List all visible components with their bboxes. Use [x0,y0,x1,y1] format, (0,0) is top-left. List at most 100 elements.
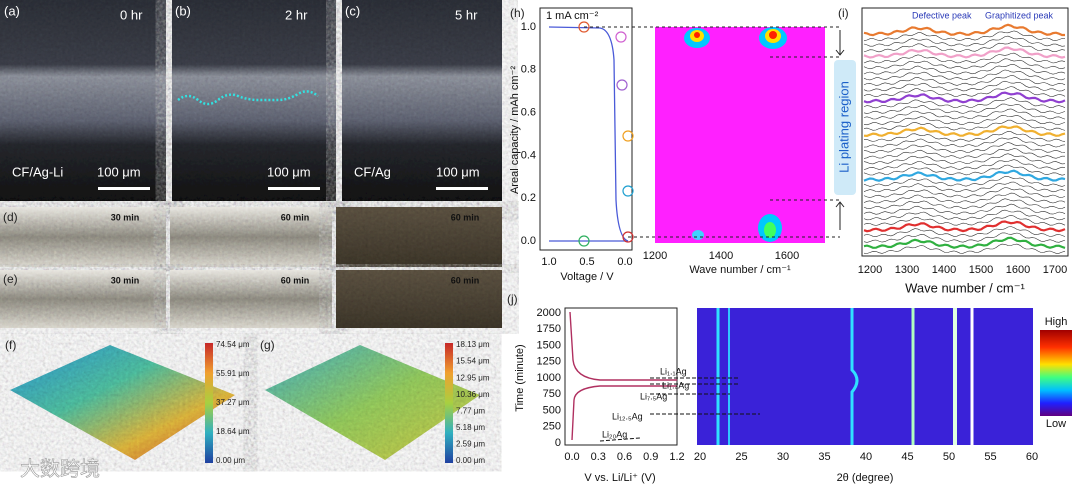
x-tick-label: 0.5 [579,256,594,268]
phase-label: Li₁.₁Ag [660,366,687,376]
panel-label: (j) [507,292,518,306]
xrd-map [697,308,1033,445]
x-tick-label: 1600 [775,250,799,262]
colorbar-label: 5.18 μm [456,423,485,432]
axes-frame [539,7,633,251]
x-tick-label: 0.3 [591,451,606,463]
y-tick-label: 1250 [537,356,561,368]
spectrum [863,142,1066,154]
raman-map [655,27,825,243]
strip [0,270,166,328]
phase-label: Li₂₀Ag [602,429,627,439]
x-axis-label: Wave number / cm⁻¹ [905,280,1025,295]
panel-label: (h) [510,6,525,20]
panel-label: (e) [3,272,18,286]
x-tick-label: 30 [777,451,789,463]
panel-label: (a) [4,3,20,18]
phase-label: Li₁.₄Ag [662,380,689,390]
spectrum [863,108,1066,120]
spectrum [863,169,1066,182]
colorbar-label: Low [1046,418,1066,430]
micrograph-c [342,0,502,201]
spectrum [863,148,1065,159]
interface-line [177,90,319,106]
x-tick-label: 0.6 [617,451,632,463]
x-tick-label: 55 [984,451,996,463]
strip [336,270,502,328]
axes-frame [861,7,1069,257]
topography: (f) (g) [5,338,480,463]
spectrum [863,23,1065,37]
x-tick-label: 60 [1026,451,1038,463]
scale-bar [268,187,320,190]
colorbar-label: 15.54 μm [456,357,490,366]
spectrum [863,232,1066,243]
spectrum [863,236,1066,249]
scale-label: 100 μm [436,164,480,179]
x-tick-label: 1200 [858,264,882,276]
spectrum [863,226,1066,238]
scale-label: 100 μm [97,164,141,179]
guide-lines [584,26,840,238]
y-tick-label: 750 [543,388,561,400]
x-tick-label: 50 [943,451,955,463]
panel-label: (c) [345,3,360,18]
x-tick-label: 1.0 [541,256,556,268]
x-tick-label: 45 [901,451,913,463]
colorbar-f [205,343,213,463]
spectrum [863,75,1066,86]
colorbar-label: High [1045,316,1068,328]
x-axis-label: 2θ (degree) [837,472,894,484]
surface-f [10,345,235,460]
spectrum [863,86,1066,98]
spectrum [863,41,1066,53]
axes-frame [564,307,678,446]
micrographs: (a) 0 hr CF/Ag-Li 100 μm (b) 2 hr 100 μm… [0,0,502,201]
x-axis-label: Voltage / V [560,271,614,283]
spectrum [863,114,1066,126]
y-tick-label: 1.0 [521,21,536,33]
spectrum [863,64,1066,75]
spectra [863,23,1066,254]
region-box [834,60,856,195]
spectrum [863,243,1066,254]
spectrum [863,192,1066,204]
strip [170,270,332,328]
time-label: 2 hr [285,7,308,22]
spectrum [863,198,1066,210]
x-tick-label: 1.2 [669,451,684,463]
panel-label: (d) [3,210,18,224]
x-tick-label: 1500 [969,264,993,276]
spectrum [863,46,1066,59]
time-label: 0 hr [120,7,143,22]
y-tick-label: 1750 [537,323,561,335]
panel-label: (f) [5,338,16,352]
y-tick-label: 0.4 [521,149,536,161]
strips: (d) (e) [0,207,502,328]
colorbar-label: 74.54 μm [216,340,250,349]
strip [170,207,332,267]
spectrum [863,69,1066,81]
markers [578,21,634,247]
x-tick-label: 25 [735,451,747,463]
phase-arrows [599,377,760,442]
spectrum [863,203,1066,215]
y-tick-label: 2000 [537,307,561,319]
xrd-lines [716,308,974,445]
x-tick-label: 0.0 [617,256,632,268]
y-axis-label: Areal capacity / mAh cm⁻² [509,66,521,194]
spectrum [863,80,1066,92]
panel-j: (j) Time (minute) V vs. Li/Li⁺ (V) 2θ (d… [507,292,1072,484]
x-tick-label: 1200 [643,250,667,262]
x-tick-label: 20 [694,451,706,463]
current-label: 1 mA cm⁻² [546,10,599,22]
colorbar-label: 37.27 μm [216,398,250,407]
spectrum [863,35,1066,47]
time-label: 30 min [111,212,140,222]
sample-label: CF/Ag [354,164,391,179]
colorbar-label: 55.91 μm [216,369,250,378]
surface-g [265,345,480,460]
time-label: 60 min [451,212,480,222]
watermark: 大数跨境 [20,457,100,480]
